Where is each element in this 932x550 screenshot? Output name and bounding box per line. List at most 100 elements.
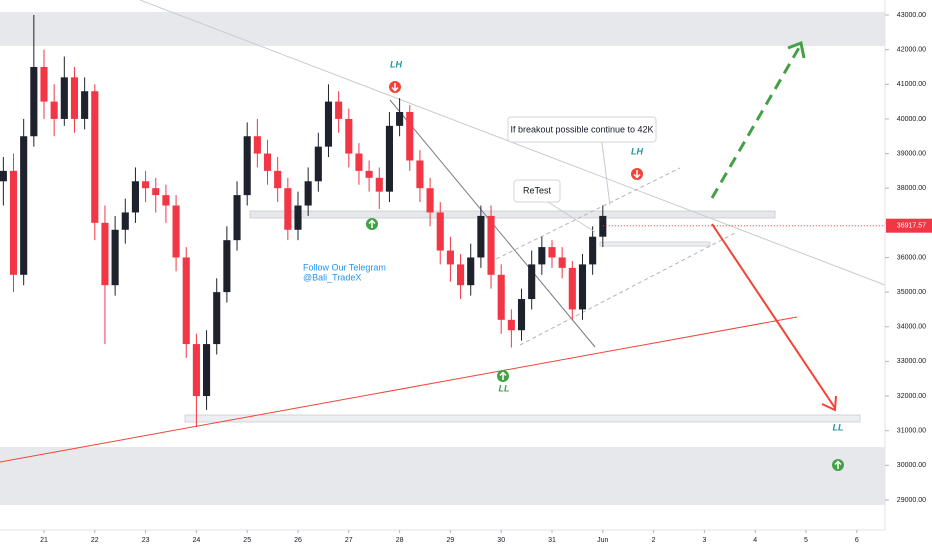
candle-body <box>345 118 353 154</box>
y-tick-label: 29000.00 <box>897 497 926 504</box>
candle-body <box>131 181 139 213</box>
callout-text: ReTest <box>523 185 552 195</box>
candle-body <box>365 170 373 178</box>
candle-body <box>426 188 434 213</box>
y-tick-label: 43000.00 <box>897 12 926 19</box>
telegram-text: Follow Our Telegram <box>303 262 386 272</box>
channel-line <box>519 232 736 346</box>
candle-body <box>497 274 505 320</box>
callout-box <box>507 116 657 143</box>
candle-body <box>172 205 180 258</box>
y-tick-label: 41000.00 <box>897 81 926 88</box>
candle-body <box>162 195 170 206</box>
candle-body <box>152 188 160 196</box>
x-tick-label: 23 <box>142 537 150 544</box>
lh-label: LH <box>631 146 643 156</box>
candle-body <box>314 146 322 182</box>
x-tick-label: 31 <box>548 537 556 544</box>
support-zone <box>0 447 885 505</box>
candle-body <box>406 111 414 161</box>
candle-body <box>81 91 89 119</box>
x-tick-label: 29 <box>447 537 455 544</box>
telegram-text: @Bali_TradeX <box>303 272 361 282</box>
x-tick-label: 5 <box>804 537 808 544</box>
candle-body <box>457 264 465 286</box>
candle-body <box>70 77 79 119</box>
x-tick-label: 4 <box>753 537 757 544</box>
up-icon <box>366 218 378 230</box>
candle-body <box>568 267 576 310</box>
candle-body <box>396 111 404 126</box>
candle-body <box>517 299 526 331</box>
callout-pointer <box>544 199 596 233</box>
candle-body <box>91 91 99 223</box>
candle-body <box>416 160 424 189</box>
y-tick-label: 34000.00 <box>897 324 926 331</box>
x-tick-label: Jun <box>597 537 608 544</box>
candle-body <box>243 136 251 196</box>
candle-body <box>599 215 607 237</box>
x-tick-label: 26 <box>294 537 302 544</box>
minor-zone <box>599 241 711 247</box>
lh-label: LH <box>390 59 402 69</box>
bull-arrow-head <box>787 40 806 59</box>
target-zone <box>184 414 861 423</box>
candle-body <box>446 250 454 265</box>
y-tick-label: 33000.00 <box>897 358 926 365</box>
bear-arrow <box>711 223 836 409</box>
candle-body <box>0 170 7 182</box>
channel-line <box>489 167 681 263</box>
candle-body <box>233 195 241 241</box>
candle-body <box>202 344 211 397</box>
candle-body <box>263 153 272 171</box>
candle-body <box>294 205 302 230</box>
resistance-zone <box>0 12 885 46</box>
callout-text: If breakout possible continue to 42K <box>510 124 653 134</box>
candle-body <box>304 181 312 206</box>
candle-body <box>101 222 109 286</box>
x-tick-label: 30 <box>497 537 505 544</box>
y-tick-label: 39000.00 <box>897 150 926 157</box>
candle-body <box>253 136 261 154</box>
candles <box>0 14 607 428</box>
candle-body <box>355 153 363 171</box>
up-icon <box>832 459 844 471</box>
bull-arrow <box>710 45 802 199</box>
candle-body <box>507 319 515 331</box>
candle-body <box>284 188 292 230</box>
candle-body <box>375 177 383 192</box>
candle-body <box>40 66 48 102</box>
x-tick-label: 21 <box>40 537 48 544</box>
candle-body <box>487 215 495 275</box>
candle-body <box>20 136 28 275</box>
candle-body <box>436 212 444 251</box>
candle-body <box>548 247 556 258</box>
down-icon <box>631 168 643 180</box>
candle-body <box>324 101 333 147</box>
y-tick-label: 31000.00 <box>897 428 926 435</box>
x-tick-label: 25 <box>243 537 251 544</box>
y-tick-label: 36000.00 <box>897 254 926 261</box>
candle-body <box>274 170 282 189</box>
candle-body <box>477 215 485 258</box>
candle-body <box>142 181 150 189</box>
candle-body <box>558 257 566 268</box>
candle-body <box>528 264 536 300</box>
candle-body <box>182 257 190 345</box>
last-price-label: 36917.57 <box>897 223 926 230</box>
candle-body <box>192 344 200 397</box>
candle-body <box>385 125 393 192</box>
candle-body <box>335 101 343 119</box>
candle-body <box>467 257 475 286</box>
bear-arrow-head <box>821 395 837 412</box>
y-tick-label: 38000.00 <box>897 185 926 192</box>
ll-label: LL <box>499 383 510 393</box>
candle-body <box>50 101 58 119</box>
ll-label: LL <box>833 422 844 432</box>
retest-zone <box>249 210 776 219</box>
candle-body <box>538 247 546 265</box>
candle-body <box>30 66 38 137</box>
x-tick-label: 6 <box>855 537 859 544</box>
candle-body <box>578 264 587 310</box>
